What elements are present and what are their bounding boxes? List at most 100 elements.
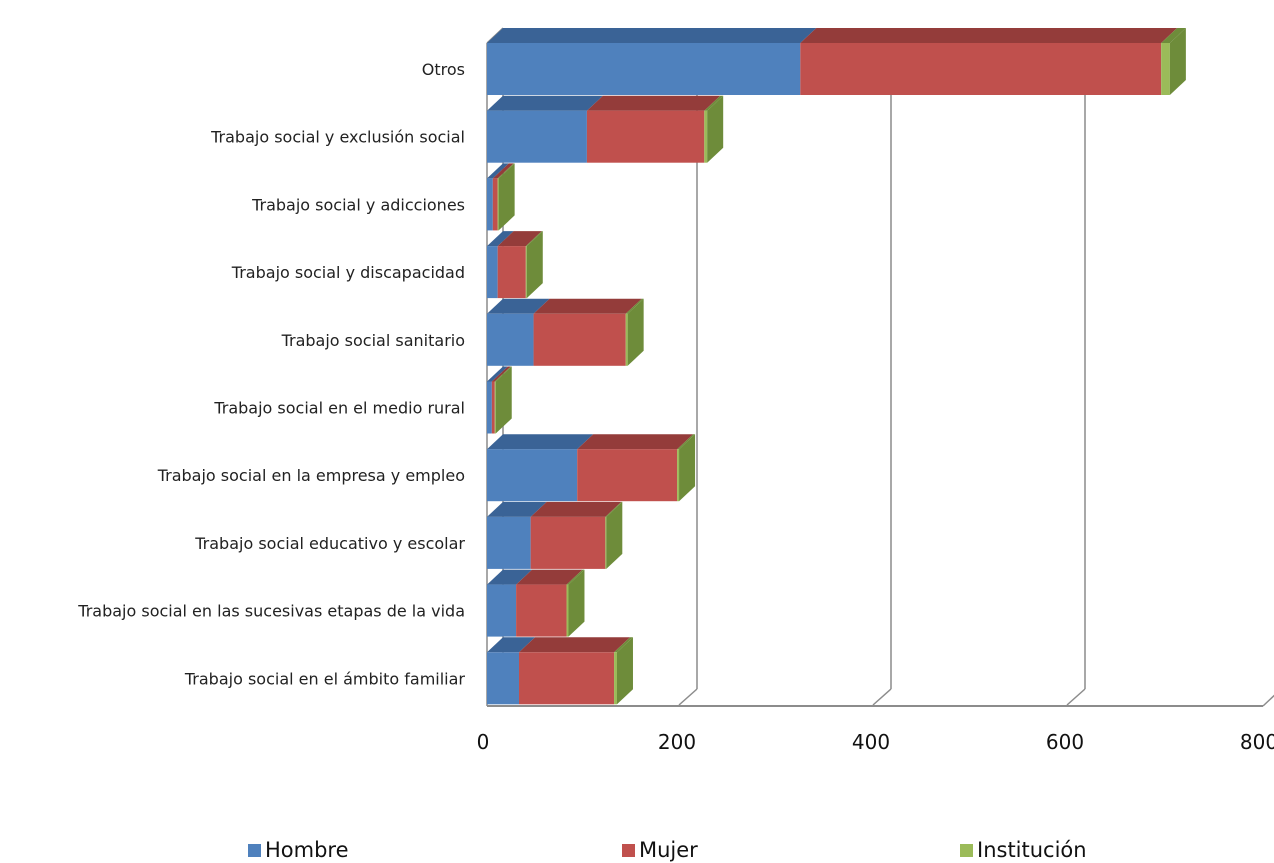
- legend-swatch: [622, 844, 635, 857]
- category-label: Otros: [422, 60, 465, 79]
- bar-side-face: [498, 163, 515, 231]
- bar-segment-institución: [497, 178, 499, 231]
- bar-segment-hombre: [487, 449, 578, 502]
- bar-segment-institución: [605, 516, 607, 569]
- bar-top-face: [605, 501, 623, 517]
- gridline-floor: [1066, 688, 1086, 706]
- x-tick-labels: 0 200 400 600 800: [477, 730, 1274, 754]
- bar-top-face: [1161, 28, 1186, 43]
- bar-segment-mujer: [516, 584, 567, 637]
- legend-label: Hombre: [265, 838, 349, 862]
- bar-top-face: [566, 569, 585, 585]
- legend-swatch: [960, 844, 973, 857]
- category-label: Trabajo social y adicciones: [251, 195, 465, 214]
- bar-top-face: [487, 434, 594, 450]
- gridline-floor: [872, 688, 892, 706]
- category-label: Trabajo social sanitario: [281, 331, 465, 350]
- bar-side-face: [526, 231, 543, 299]
- bar-segment-institución: [494, 381, 496, 434]
- bar-side-face: [679, 434, 696, 502]
- category-label: Trabajo social y exclusión social: [210, 128, 465, 147]
- x-tick-label: 400: [852, 730, 890, 754]
- bar-side-face: [606, 501, 623, 569]
- x-tick-label: 600: [1046, 730, 1084, 754]
- bar-top-face: [577, 434, 694, 450]
- bar-top-face: [487, 231, 514, 247]
- bar-segment-institución: [566, 584, 569, 637]
- category-labels: Otros Trabajo social y exclusión social Tr…: [77, 60, 465, 688]
- bar-segment-hombre: [487, 516, 531, 569]
- bar-top-face: [586, 95, 721, 111]
- bar-segment-institución: [614, 652, 617, 705]
- bar-side-face: [627, 298, 644, 366]
- legend-label: Institución: [977, 838, 1087, 862]
- bar-top-face: [497, 231, 542, 247]
- legend-swatch: [248, 844, 261, 857]
- bar-segment-hombre: [487, 178, 493, 231]
- bar-side-face: [707, 95, 724, 163]
- bar-top-face: [487, 28, 817, 43]
- bars: [487, 28, 1186, 705]
- category-label: Trabajo social en la empresa y empleo: [157, 466, 465, 485]
- bar-segment-mujer: [491, 381, 495, 434]
- bar-top-face: [487, 569, 533, 585]
- bar-top-face: [704, 95, 724, 111]
- bar-top-face: [487, 366, 508, 382]
- category-label: Trabajo social en las sucesivas etapas d…: [77, 602, 465, 621]
- bar-top-face: [800, 28, 1178, 43]
- bar-top-face: [487, 298, 550, 314]
- bar-top-face: [492, 163, 514, 179]
- bar-top-face: [487, 501, 547, 517]
- bar-top-face: [487, 163, 509, 179]
- bar-top-face: [530, 501, 622, 517]
- bar-segment-mujer: [497, 246, 526, 299]
- category-label: Trabajo social en el ámbito familiar: [184, 669, 466, 688]
- bar-segment-mujer: [519, 652, 615, 705]
- bar-top-face: [533, 298, 642, 314]
- x-tick-label: 800: [1240, 730, 1274, 754]
- bar-top-face: [525, 231, 543, 247]
- bar-segment-hombre: [487, 381, 492, 434]
- bar-top-face: [516, 569, 583, 585]
- bar-segment-hombre: [487, 43, 801, 95]
- bar-segment-hombre: [487, 313, 534, 366]
- category-label: Trabajo social en el medio rural: [213, 399, 465, 418]
- bar-top-face: [625, 298, 644, 314]
- bar-top-face: [497, 163, 515, 179]
- legend: Hombre Mujer Institución: [248, 838, 1087, 862]
- bar-segment-mujer: [586, 110, 705, 163]
- floor-edge: [1262, 694, 1274, 707]
- bar-segment-hombre: [487, 584, 517, 637]
- bar-top-face: [614, 637, 633, 653]
- x-tick-label: 200: [658, 730, 696, 754]
- bar-segment-institución: [704, 110, 708, 163]
- bar-segment-mujer: [530, 516, 606, 569]
- bar-segment-mujer: [577, 449, 678, 502]
- bar-segment-hombre: [487, 652, 520, 705]
- x-tick-label: 0: [477, 730, 490, 754]
- bar-segment-institución: [677, 449, 680, 502]
- bar-side-face: [568, 569, 585, 637]
- legend-label: Mujer: [639, 838, 698, 862]
- bar-top-face: [487, 95, 603, 111]
- category-label: Trabajo social educativo y escolar: [194, 534, 465, 553]
- bar-segment-institución: [1161, 43, 1170, 95]
- bar-segment-institución: [625, 313, 628, 366]
- bar-side-face: [1169, 28, 1186, 95]
- bar-segment-institución: [525, 246, 527, 299]
- gridline-floor: [678, 688, 698, 706]
- bar-top-face: [677, 434, 696, 450]
- bar-top-face: [491, 366, 511, 382]
- bar-top-face: [494, 366, 512, 382]
- bar-segment-mujer: [492, 178, 498, 231]
- bar-segment-mujer: [800, 43, 1162, 95]
- bar-side-face: [495, 366, 512, 434]
- bar-side-face: [616, 637, 633, 705]
- bar-segment-hombre: [487, 110, 587, 163]
- bar-top-face: [487, 637, 536, 653]
- category-label: Trabajo social y discapacidad: [231, 263, 465, 282]
- bar-segment-hombre: [487, 246, 498, 299]
- bar-segment-mujer: [533, 313, 626, 366]
- bar-top-face: [519, 637, 631, 653]
